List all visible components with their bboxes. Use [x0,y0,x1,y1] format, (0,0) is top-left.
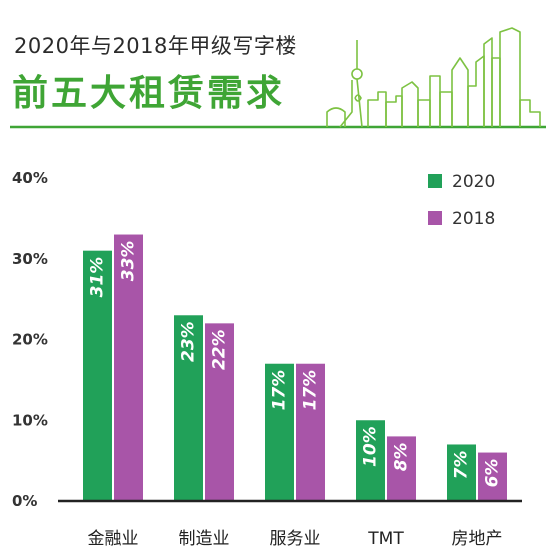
chart-subtitle: 2020年与2018年甲级写字楼 [14,34,297,58]
bar-value-label: 17% [270,370,290,411]
y-tick-label: 20% [12,331,48,349]
legend-label: 2020 [452,172,495,192]
bar [83,250,112,501]
bar [447,444,476,501]
bar [265,363,294,501]
bar-value-label: 17% [301,370,321,411]
bar [205,323,234,501]
legend-label: 2018 [452,209,495,229]
bar-value-label: 7% [452,450,472,479]
bar [174,315,203,501]
legend: 2020 2018 [428,172,495,229]
bar-value-label: 6% [483,459,503,488]
bar [356,420,385,501]
chart-title: 前五大租赁需求 [12,73,286,114]
legend-swatch [428,211,442,225]
y-tick-label: 10% [12,411,48,429]
bar-value-label: 8% [392,442,412,471]
bars-group: 31% 33% 23% 22% 17% 17% 10% 8% 7% 6% [83,234,507,501]
y-tick-label: 0% [12,492,37,510]
bar [296,363,325,501]
y-tick-label: 30% [12,250,48,268]
bar [387,436,416,501]
x-category-label: TMT [367,529,404,549]
city-skyline-illustration [10,27,546,129]
x-category-label: 服务业 [270,529,321,549]
x-category-label: 金融业 [88,529,139,549]
y-tick-label: 40% [12,169,48,187]
bar-value-label: 23% [179,321,199,362]
bar [478,452,507,501]
bar-chart: 0% 10% 20% 30% 40% 31% 33% 23% 22% 17% 17% 10% 8% 7%… [12,169,522,549]
bar-value-label: 22% [210,329,230,370]
legend-swatch [428,174,442,188]
bar-value-label: 31% [88,257,108,298]
x-category-label: 房地产 [452,529,503,549]
y-axis: 0% 10% 20% 30% 40% [12,169,48,510]
x-axis-labels: 金融业 制造业 服务业 TMT 房地产 [88,529,503,549]
chart-header: 2020年与2018年甲级写字楼 前五大租赁需求 [0,0,559,140]
x-category-label: 制造业 [179,529,230,549]
bar [114,234,143,501]
bar-value-label: 33% [119,241,139,282]
bar-value-label: 10% [361,426,381,467]
